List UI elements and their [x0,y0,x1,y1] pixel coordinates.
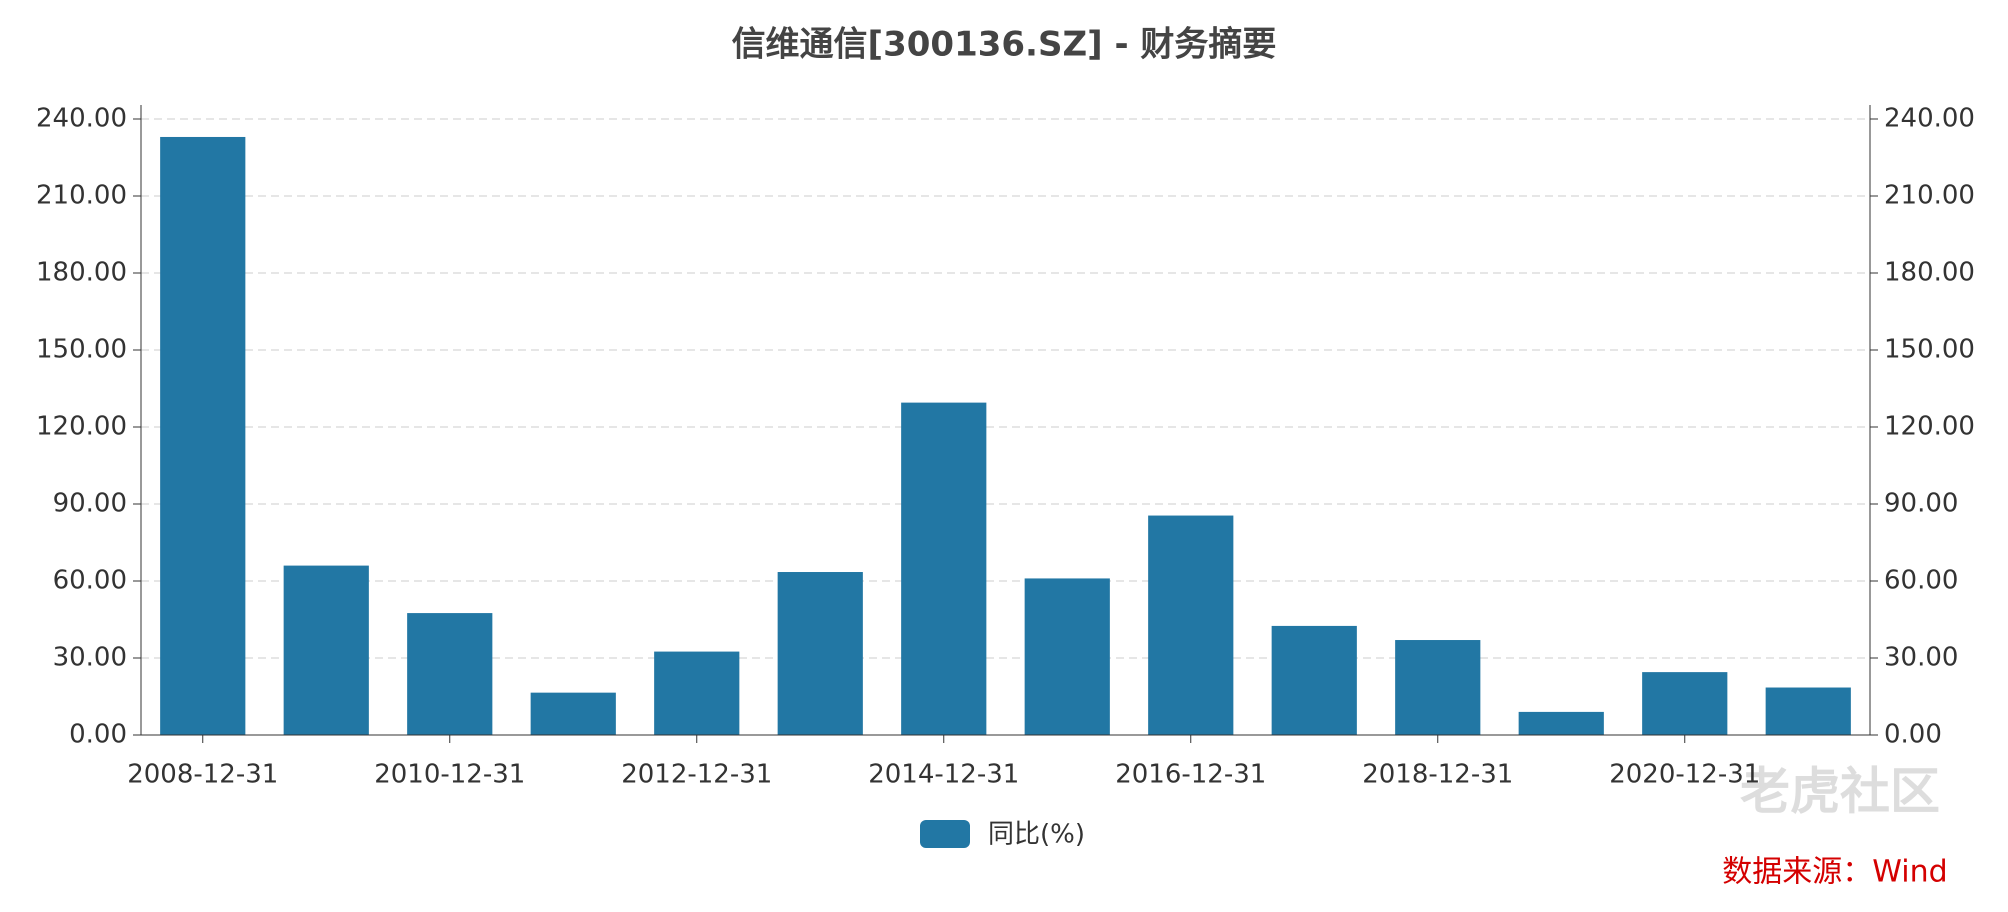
bar [654,651,740,735]
x-tick-label: 2008-12-31 [127,760,278,790]
x-tick-label: 2018-12-31 [1362,760,1513,790]
x-tick-label: 2014-12-31 [868,760,1019,790]
bar [1271,625,1357,735]
y-tick-label: 90.00 [53,489,127,519]
y-tick-label: 150.00 [36,335,127,365]
y-tick-label: 60.00 [53,566,127,596]
bar [530,692,616,735]
y-tick-label: 30.00 [53,643,127,673]
y-tick-label: 180.00 [36,258,127,288]
y-tick-label: 210.00 [36,181,127,211]
y2-tick-label: 60.00 [1884,566,1958,596]
bar [1642,672,1728,735]
chart-title: 信维通信[300136.SZ] - 财务摘要 [732,25,1277,65]
bar [283,565,369,735]
y-tick-label: 120.00 [36,412,127,442]
y2-tick-label: 120.00 [1884,412,1975,442]
y-tick-label: 240.00 [36,104,127,134]
bar [901,402,987,735]
bar [1518,711,1604,735]
watermark: 老虎社区 [1740,763,1940,821]
y2-tick-label: 240.00 [1884,104,1975,134]
legend-label: 同比(%) [988,820,1085,850]
x-tick-label: 2020-12-31 [1609,760,1760,790]
source-note: 数据来源：Wind [1722,855,1947,890]
legend-swatch [920,820,970,848]
bar [1765,687,1851,735]
y2-tick-label: 210.00 [1884,181,1975,211]
y2-tick-label: 30.00 [1884,643,1958,673]
y2-tick-label: 90.00 [1884,489,1958,519]
x-tick-label: 2016-12-31 [1115,760,1266,790]
y-tick-label: 0.00 [69,720,127,750]
bar [407,613,493,735]
y2-tick-label: 150.00 [1884,335,1975,365]
bar [1395,640,1481,735]
y2-tick-label: 0.00 [1884,720,1942,750]
y2-tick-label: 180.00 [1884,258,1975,288]
bar [1148,515,1234,735]
bar [1024,578,1110,735]
bar [160,136,246,735]
bar [777,572,863,735]
x-tick-label: 2012-12-31 [621,760,772,790]
x-tick-label: 2010-12-31 [374,760,525,790]
